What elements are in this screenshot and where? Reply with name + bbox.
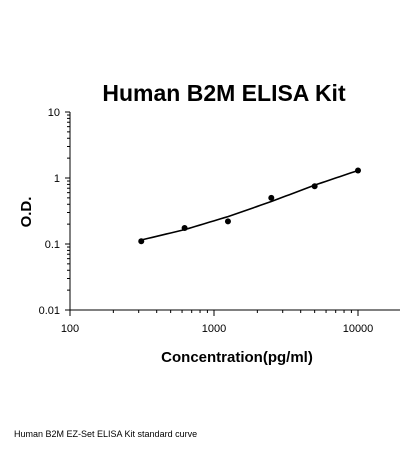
x-tick-label: 10000: [343, 323, 374, 335]
x-tick-label: 100: [61, 323, 79, 335]
data-point: [181, 224, 188, 231]
x-axis-label: Concentration(pg/ml): [161, 349, 313, 366]
y-tick-label: 10: [48, 107, 60, 119]
y-tick-label: 1: [54, 173, 60, 185]
data-point: [355, 167, 361, 174]
y-tick-label: 0.1: [45, 239, 60, 251]
y-axis-label: O.D.: [18, 197, 35, 228]
figure-caption: Human B2M EZ-Set ELISA Kit standard curv…: [14, 429, 198, 439]
data-point: [138, 238, 145, 245]
fit-curve-line: [141, 169, 359, 241]
chart-title: Human B2M ELISA Kit: [102, 80, 346, 106]
y-tick-label: 0.01: [39, 305, 60, 317]
data-point: [224, 218, 231, 225]
x-tick-label: 1000: [202, 323, 226, 335]
data-point: [268, 194, 275, 201]
data-point: [311, 183, 318, 190]
